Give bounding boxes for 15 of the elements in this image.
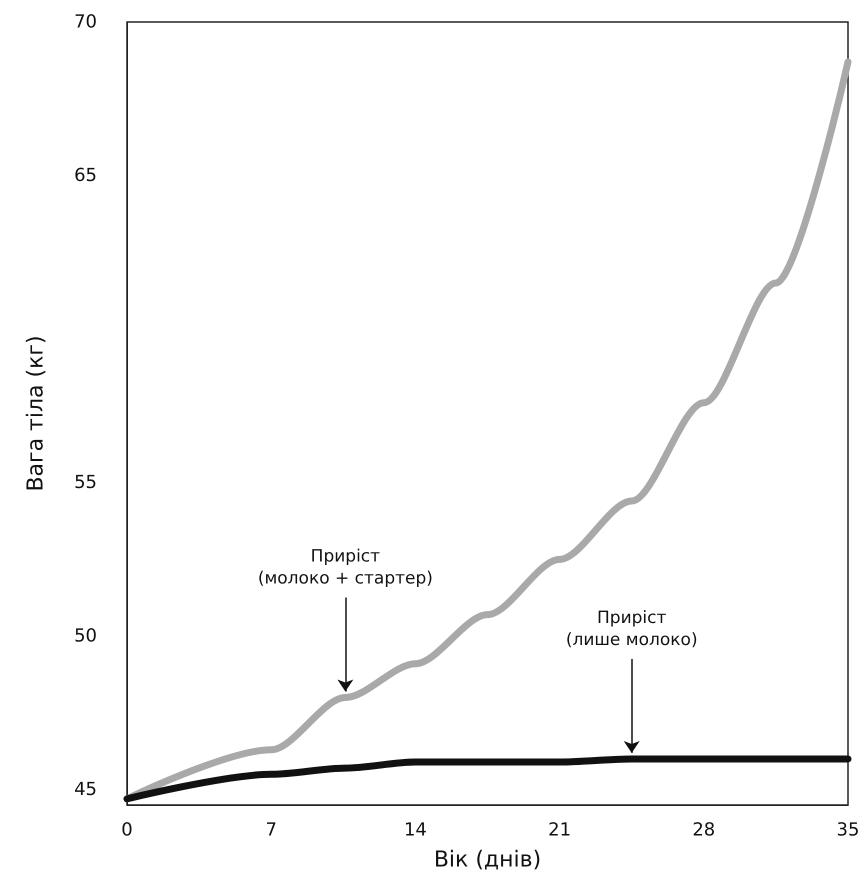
y-tick-label: 50	[74, 626, 97, 647]
x-tick-label: 7	[265, 820, 277, 840]
x-tick-label: 14	[404, 820, 427, 840]
x-tick-label: 35	[836, 820, 860, 840]
y-axis-title: Вага тіла (кг)	[24, 335, 48, 492]
annotation: Приріст (лише молоко)	[566, 608, 698, 650]
y-tick-label: 45	[74, 779, 97, 800]
y-tick-label: 70	[74, 12, 97, 32]
x-tick-label: 0	[121, 820, 133, 840]
x-tick-label: 21	[548, 820, 572, 840]
annotation: Приріст (молоко + стартер)	[258, 546, 433, 589]
y-tick-label: 65	[74, 165, 97, 186]
y-tick-label: 55	[74, 472, 97, 494]
x-axis-title: Вік (днів)	[434, 848, 542, 872]
x-tick-label: 28	[692, 820, 716, 840]
